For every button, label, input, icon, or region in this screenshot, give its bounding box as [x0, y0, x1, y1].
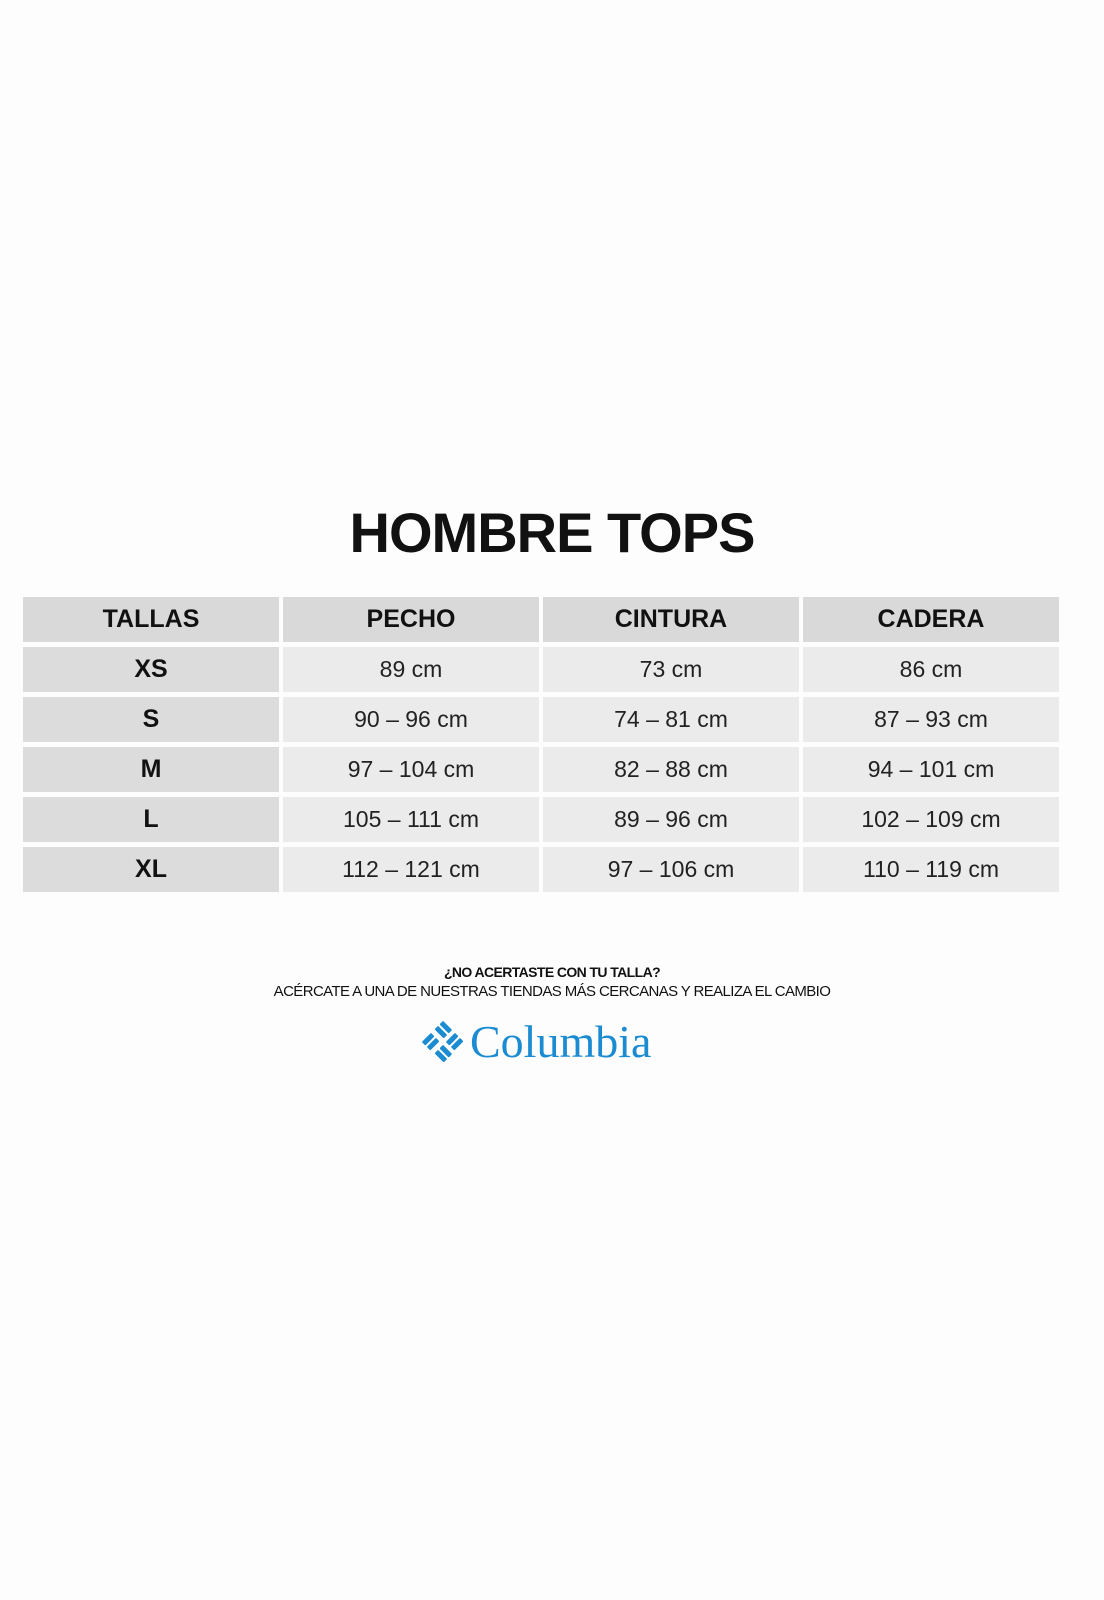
measurement-cell: 89 cm — [283, 647, 539, 692]
column-header: CINTURA — [543, 597, 799, 642]
measurement-cell: 89 – 96 cm — [543, 797, 799, 842]
column-header: CADERA — [803, 597, 1059, 642]
measurement-cell: 112 – 121 cm — [283, 847, 539, 892]
measurement-cell: 73 cm — [543, 647, 799, 692]
column-header: PECHO — [283, 597, 539, 642]
size-label-cell: S — [23, 697, 279, 742]
measurement-cell: 102 – 109 cm — [803, 797, 1059, 842]
size-table: TALLAS PECHO CINTURA CADERA XS 89 cm 73 cm 86 c… — [23, 597, 1059, 892]
size-label-cell: M — [23, 747, 279, 792]
measurement-cell: 105 – 111 cm — [283, 797, 539, 842]
column-header: TALLAS — [23, 597, 279, 642]
measurement-cell: 87 – 93 cm — [803, 697, 1059, 742]
columbia-logo: Columbia — [420, 1015, 651, 1068]
logo-text: Columbia — [470, 1016, 652, 1067]
size-label-cell: XS — [23, 647, 279, 692]
columbia-diamond-logo-icon — [422, 1020, 464, 1062]
measurement-cell: 97 – 104 cm — [283, 747, 539, 792]
measurement-cell: 94 – 101 cm — [803, 747, 1059, 792]
measurement-cell: 97 – 106 cm — [543, 847, 799, 892]
measurement-cell: 82 – 88 cm — [543, 747, 799, 792]
size-label-cell: XL — [23, 847, 279, 892]
measurement-cell: 74 – 81 cm — [543, 697, 799, 742]
page-title: HOMBRE TOPS — [349, 501, 756, 564]
note-question: ¿NO ACERTASTE CON TU TALLA? — [443, 964, 661, 980]
exchange-note: ¿NO ACERTASTE CON TU TALLA? ACÉRCATE A U… — [0, 962, 1104, 1002]
measurement-cell: 110 – 119 cm — [803, 847, 1059, 892]
note-instruction: ACÉRCATE A UNA DE NUESTRAS TIENDAS MÁS C… — [273, 983, 831, 1000]
size-label-cell: L — [23, 797, 279, 842]
measurement-cell: 86 cm — [803, 647, 1059, 692]
measurement-cell: 90 – 96 cm — [283, 697, 539, 742]
